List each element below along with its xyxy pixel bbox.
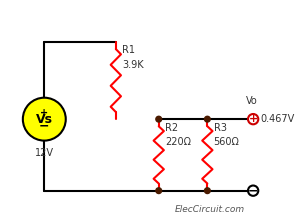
Text: +: + [40,108,48,118]
Text: 560Ω: 560Ω [214,137,239,147]
Text: 3.9K: 3.9K [122,60,144,70]
Text: 12V: 12V [35,148,54,158]
Text: Vs: Vs [36,113,53,126]
Text: 220Ω: 220Ω [165,137,191,147]
Text: ElecCircuit.com: ElecCircuit.com [174,205,244,213]
Text: R1: R1 [122,45,135,56]
Text: −: − [39,120,50,133]
Text: Vo: Vo [246,96,258,106]
Circle shape [156,116,162,122]
Circle shape [156,188,162,194]
Text: R2: R2 [165,123,178,133]
Circle shape [205,188,210,194]
Circle shape [248,114,258,124]
Text: R3: R3 [214,123,227,133]
Circle shape [248,185,258,196]
Text: −: − [248,184,258,197]
Circle shape [205,116,210,122]
Text: 0.467V: 0.467V [260,114,295,124]
Text: +: + [248,114,258,124]
Circle shape [23,98,66,141]
